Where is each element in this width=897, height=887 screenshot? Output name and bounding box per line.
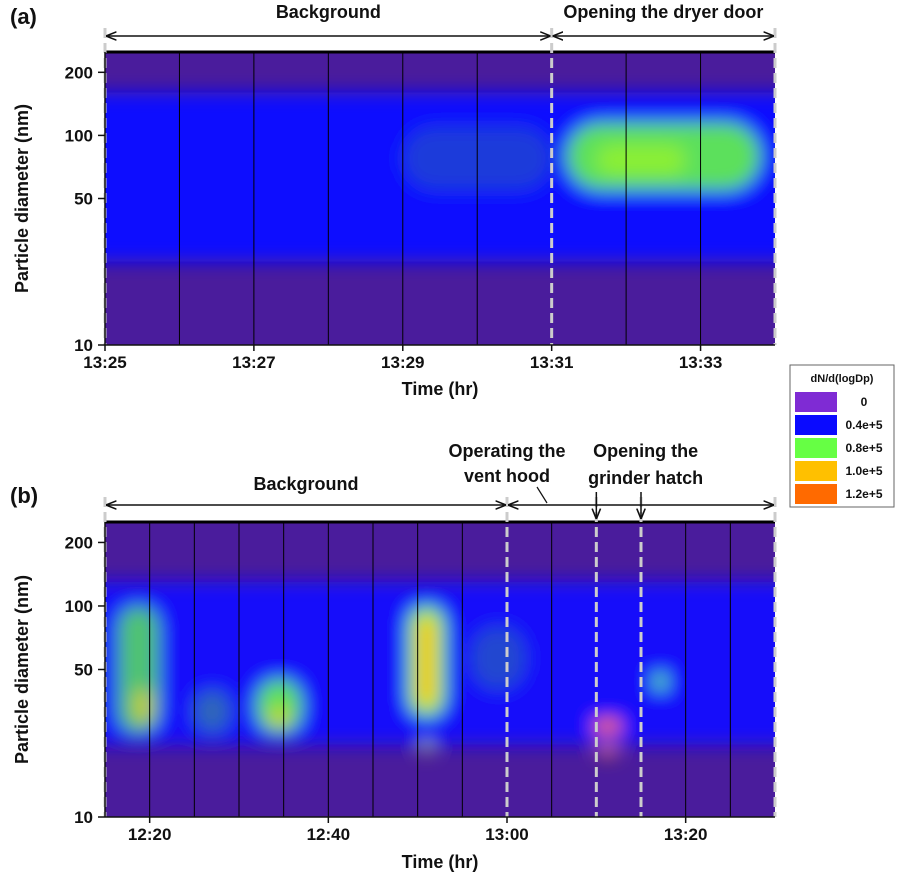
heatmap xyxy=(105,52,775,345)
x-tick-label: 12:40 xyxy=(307,825,350,844)
legend-box xyxy=(789,364,895,508)
x-tick-label: 13:27 xyxy=(232,353,275,372)
y-tick-label: 200 xyxy=(65,63,93,82)
x-tick-label: 13:20 xyxy=(664,825,707,844)
legend-label: 0.8e+5 xyxy=(845,441,882,455)
x-tick-label: 13:25 xyxy=(83,353,126,372)
x-tick-label: 13:31 xyxy=(530,353,573,372)
legend-label: 0.4e+5 xyxy=(845,418,882,432)
legend-swatch xyxy=(795,415,837,435)
y-tick-label: 100 xyxy=(65,126,93,145)
x-axis-title: Time (hr) xyxy=(402,379,479,399)
y-tick-label: 10 xyxy=(74,808,93,827)
legend-label: 0 xyxy=(861,395,868,409)
y-tick-label: 100 xyxy=(65,597,93,616)
x-tick-label: 13:29 xyxy=(381,353,424,372)
y-axis-title: Particle diameter (nm) xyxy=(12,575,32,764)
heat-region xyxy=(654,673,667,690)
heat-region xyxy=(417,615,436,708)
heat-region xyxy=(471,626,525,690)
annotation-text: Background xyxy=(276,2,381,22)
annotation-pointer xyxy=(536,486,548,504)
legend-label: 1.0e+5 xyxy=(845,464,882,478)
y-tick-label: 10 xyxy=(74,336,93,355)
annotation-text: grinder hatch xyxy=(588,468,703,488)
legend-label: 1.2e+5 xyxy=(845,487,882,501)
heat-region xyxy=(593,719,622,734)
x-tick-label: 12:20 xyxy=(128,825,171,844)
heat-region xyxy=(194,689,231,734)
annotation-text: vent hood xyxy=(464,466,550,486)
heat-region xyxy=(596,144,686,175)
heat-region xyxy=(598,746,617,756)
x-axis-title: Time (hr) xyxy=(402,852,479,872)
annotation-text: Opening the dryer door xyxy=(563,2,763,22)
heat-region xyxy=(270,707,289,726)
annotation-text: Background xyxy=(253,474,358,494)
y-tick-label: 50 xyxy=(74,661,93,680)
heat-region xyxy=(422,740,432,754)
x-tick-label: 13:00 xyxy=(485,825,528,844)
heat-layer xyxy=(105,92,775,262)
heat-region xyxy=(136,689,150,723)
legend-swatch xyxy=(795,392,837,412)
legend-swatch xyxy=(795,484,837,504)
x-tick-label: 13:33 xyxy=(679,353,722,372)
y-tick-label: 200 xyxy=(65,533,93,552)
y-axis-title: Particle diameter (nm) xyxy=(12,104,32,293)
legend-swatch xyxy=(795,461,837,481)
annotation-text: Operating the xyxy=(448,441,565,461)
heat-layer xyxy=(105,581,775,756)
annotation-text: Opening the xyxy=(593,441,698,461)
heat-region xyxy=(256,679,302,734)
legend-swatch xyxy=(795,438,837,458)
y-tick-label: 50 xyxy=(74,190,93,209)
heatmap xyxy=(105,522,775,817)
panel-label: (b) xyxy=(10,483,38,508)
panel-label: (a) xyxy=(10,4,37,29)
legend-title: dN/d(logDp) xyxy=(811,373,874,385)
